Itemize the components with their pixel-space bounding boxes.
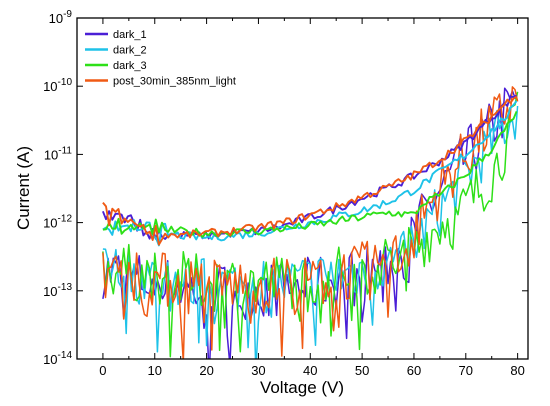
x-tick-label: 30 bbox=[251, 363, 265, 378]
series-line-dark_3-upper bbox=[102, 111, 518, 238]
legend-label: post_30min_385nm_light bbox=[113, 76, 236, 88]
x-tick-label: 10 bbox=[148, 363, 162, 378]
legend-label: dark_1 bbox=[113, 29, 147, 41]
x-axis-title: Voltage (V) bbox=[260, 378, 344, 397]
plot-frame bbox=[76, 17, 529, 360]
y-tick-label-base: 10 bbox=[43, 352, 57, 367]
x-tick-label: 40 bbox=[303, 363, 317, 378]
y-tick-label: 10-10 bbox=[43, 77, 72, 94]
y-tick-label-exponent: -12 bbox=[58, 214, 73, 225]
x-tick-label: 20 bbox=[199, 363, 213, 378]
legend-label: dark_2 bbox=[113, 45, 147, 57]
y-tick-label-exponent: -14 bbox=[58, 350, 73, 361]
y-tick-label-base: 10 bbox=[43, 79, 57, 94]
x-tick-label: 60 bbox=[407, 363, 421, 378]
y-tick-label-exponent: -10 bbox=[58, 77, 73, 88]
y-tick-label-base: 10 bbox=[44, 147, 58, 162]
ticks-layer: 0 10 20 30 40 50 60 70 8010-910-1010-1110-1210-1… bbox=[43, 9, 528, 378]
y-axis-title: Current (A) bbox=[14, 146, 33, 230]
y-tick-label: 10-9 bbox=[49, 9, 73, 26]
y-tick-label-base: 10 bbox=[43, 216, 57, 231]
y-tick-label-exponent: -11 bbox=[58, 145, 72, 156]
x-tick-label: 50 bbox=[355, 363, 369, 378]
x-tick-label: 0 bbox=[99, 363, 106, 378]
series-line-dark_3-lower bbox=[102, 91, 519, 358]
y-tick-label: 10-14 bbox=[43, 350, 72, 367]
y-tick-label-exponent: -9 bbox=[63, 9, 72, 20]
y-tick-label: 10-13 bbox=[43, 282, 72, 299]
y-tick-label: 10-12 bbox=[43, 214, 72, 231]
y-tick-label: 10-11 bbox=[44, 145, 73, 162]
x-tick-label: 70 bbox=[459, 363, 473, 378]
y-tick-label-exponent: -13 bbox=[58, 282, 73, 293]
legend-label: dark_3 bbox=[113, 60, 147, 72]
x-tick-label: 80 bbox=[510, 363, 524, 378]
series-line-post_30min_385nm_light-upper bbox=[102, 95, 518, 246]
y-tick-label-base: 10 bbox=[49, 11, 63, 26]
series-line-post_30min_385nm_light-lower bbox=[102, 86, 519, 359]
y-tick-label-base: 10 bbox=[43, 284, 57, 299]
legend: dark_1 dark_2 dark_3 post_30min_385nm_light bbox=[85, 29, 236, 88]
series-layer bbox=[102, 86, 519, 359]
